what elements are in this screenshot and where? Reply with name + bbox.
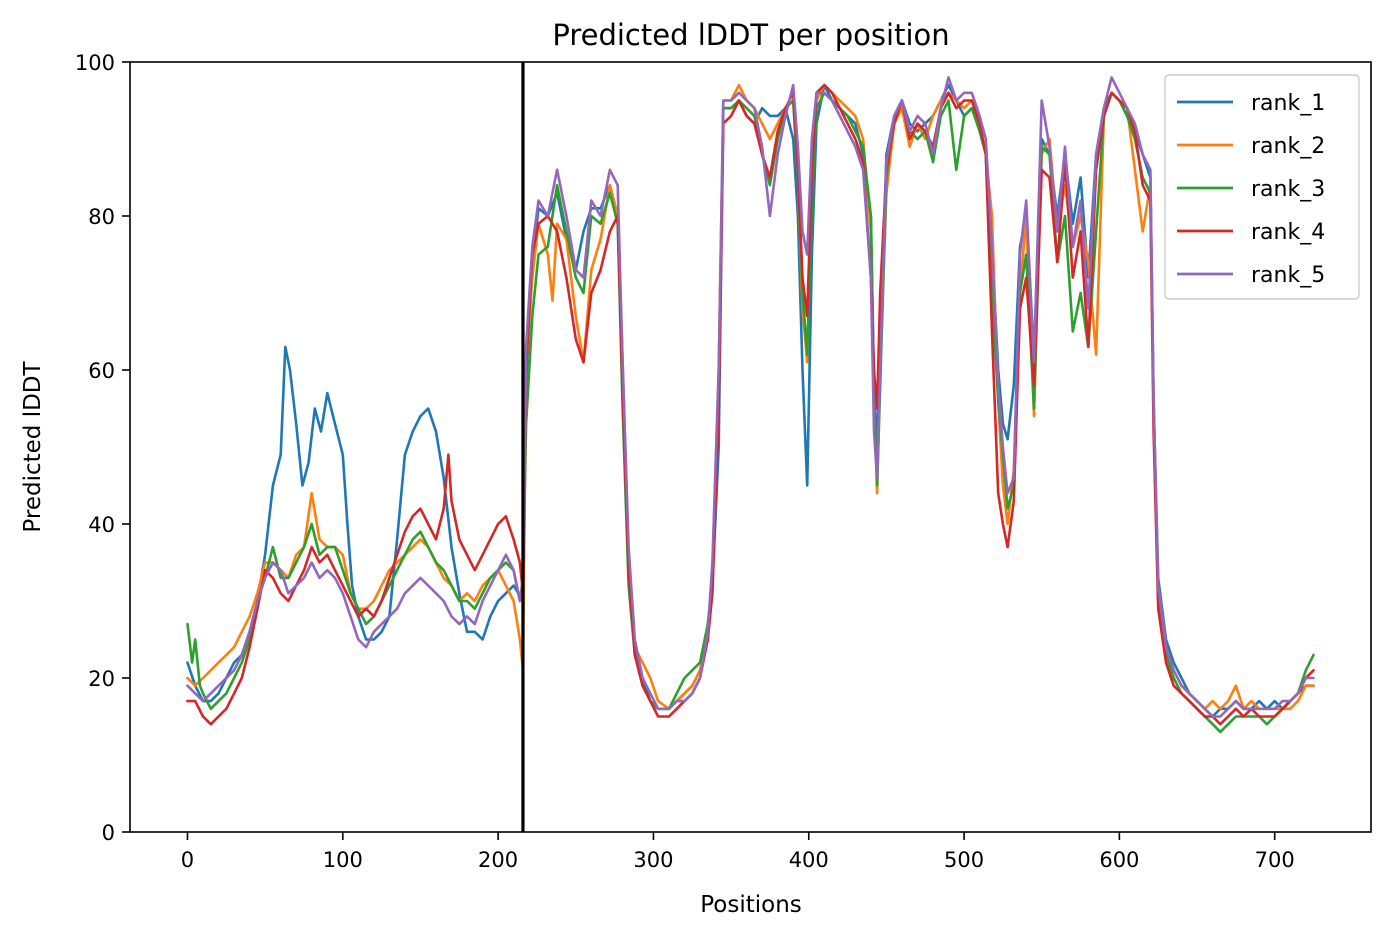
x-axis-label: Positions xyxy=(700,892,802,918)
series-line-rank_5 xyxy=(186,76,1315,718)
x-tick-label: 100 xyxy=(323,848,363,872)
y-tick-label: 100 xyxy=(75,51,115,75)
plot-frame xyxy=(129,61,1372,833)
series-layer xyxy=(186,76,1315,734)
x-tick-label: 500 xyxy=(944,848,984,872)
chart-title: Predicted lDDT per position xyxy=(552,18,949,52)
legend-label-rank_5: rank_5 xyxy=(1251,263,1325,288)
x-tick-label: 200 xyxy=(478,848,518,872)
x-tick-label: 0 xyxy=(181,848,194,872)
x-axis-ticks: 0 100 200 300 400 500 600 700 xyxy=(181,832,1295,872)
x-tick-label: 400 xyxy=(789,848,829,872)
series-line-rank_4 xyxy=(186,83,1315,726)
y-tick-label: 0 xyxy=(102,821,115,845)
legend-label-rank_4: rank_4 xyxy=(1251,220,1325,245)
legend-label-rank_3: rank_3 xyxy=(1251,177,1325,202)
x-tick-label: 600 xyxy=(1099,848,1139,872)
legend: rank_1 rank_2 rank_3 rank_4 rank_5 xyxy=(1164,74,1360,300)
x-tick-label: 700 xyxy=(1255,848,1295,872)
legend-label-rank_2: rank_2 xyxy=(1251,134,1325,159)
y-tick-label: 40 xyxy=(88,513,115,537)
y-axis-label: Predicted lDDT xyxy=(20,360,46,532)
y-axis-ticks: 0 20 40 60 80 100 xyxy=(75,51,130,845)
legend-label-rank_1: rank_1 xyxy=(1251,91,1325,116)
y-tick-label: 20 xyxy=(88,667,115,691)
x-tick-label: 300 xyxy=(633,848,673,872)
legend-box xyxy=(1164,74,1360,300)
y-tick-label: 60 xyxy=(88,359,115,383)
y-tick-label: 80 xyxy=(88,205,115,229)
